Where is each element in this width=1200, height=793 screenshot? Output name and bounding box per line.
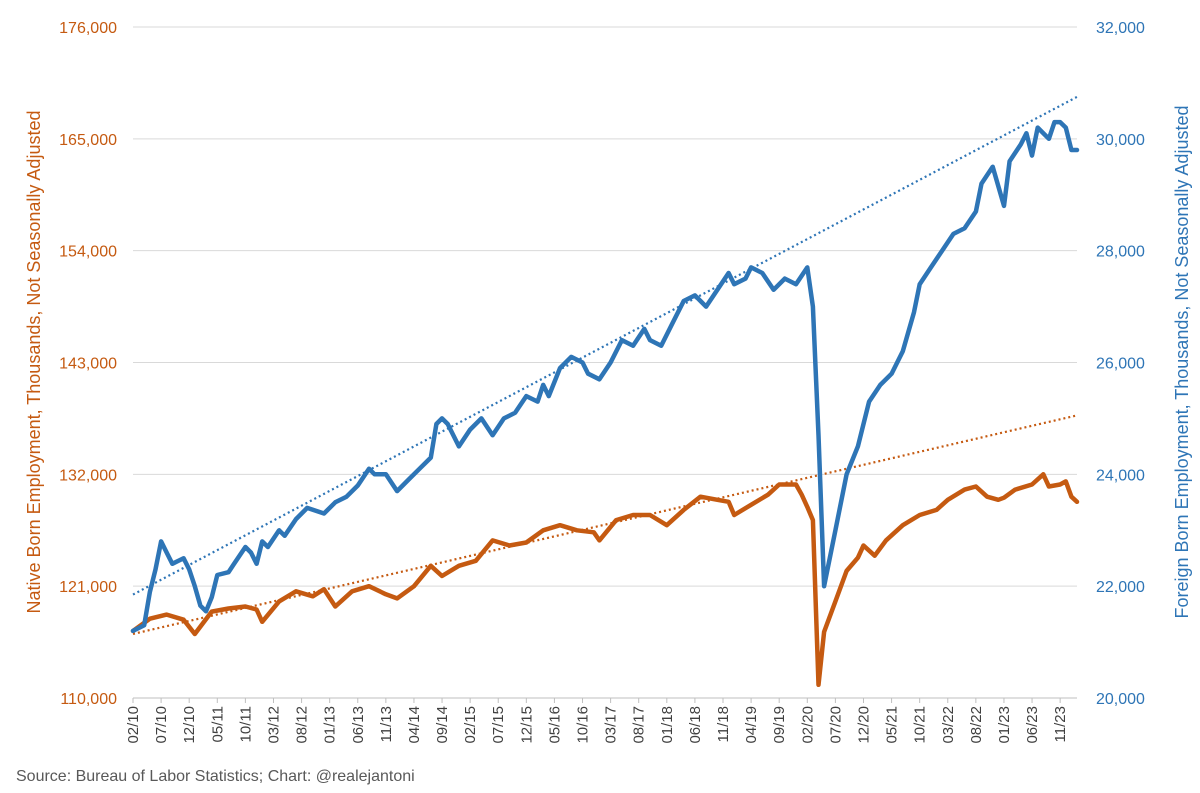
left-axis-label: Native Born Employment, Thousands, Not S… — [24, 111, 44, 614]
x-tick-label: 11/13 — [378, 706, 395, 742]
x-tick-label: 09/14 — [434, 706, 451, 744]
x-tick-label: 07/20 — [827, 706, 844, 744]
x-tick-label: 08/22 — [968, 706, 985, 744]
right-axis-label: Foreign Born Employment, Thousands, Not … — [1172, 106, 1192, 619]
left-tick-label: 176,000 — [59, 20, 117, 37]
trendline — [132, 414, 1078, 636]
trendlines — [132, 95, 1078, 636]
right-axis-ticks: 20,000 22,000 24,000 26,000 28,000 30,000 32,0… — [1096, 20, 1145, 708]
series-lines — [130, 119, 1080, 688]
x-tick-label: 01/23 — [996, 706, 1013, 744]
left-tick-label: 121,000 — [59, 579, 117, 596]
x-tick-label: 03/22 — [940, 706, 957, 744]
x-tick-label: 01/18 — [659, 706, 676, 744]
left-axis-ticks: 110,000 121,000 132,000 143,000 154,000 165,0… — [59, 20, 117, 708]
x-tick-label: 02/10 — [125, 706, 142, 744]
x-tick-label: 05/21 — [884, 706, 901, 744]
x-tick-label: 05/16 — [546, 706, 563, 744]
x-tick-label: 06/23 — [1024, 706, 1041, 744]
x-tick-label: 12/15 — [518, 706, 535, 744]
native-born-line — [130, 472, 1080, 688]
x-tick-label: 08/12 — [294, 706, 311, 744]
right-tick-label: 32,000 — [1096, 20, 1145, 37]
x-tick-label: 02/20 — [799, 706, 816, 744]
x-axis-ticks: 02/10 07/10 12/10 05/11 10/11 03/12 08/12 01/13… — [125, 698, 1069, 744]
x-tick-label: 07/10 — [153, 706, 170, 744]
x-tick-label: 06/13 — [350, 706, 367, 744]
trendline — [132, 95, 1078, 596]
x-tick-label: 06/18 — [687, 706, 704, 744]
x-tick-label: 07/15 — [490, 706, 507, 744]
x-tick-label: 04/14 — [406, 706, 423, 744]
foreign-born-line — [130, 119, 1080, 634]
right-tick-label: 24,000 — [1096, 467, 1145, 484]
x-tick-label: 11/18 — [715, 706, 732, 742]
left-tick-label: 132,000 — [59, 467, 117, 484]
x-tick-label: 10/16 — [575, 706, 592, 744]
x-tick-label: 03/12 — [265, 706, 282, 744]
right-tick-label: 28,000 — [1096, 244, 1145, 261]
x-tick-label: 12/10 — [181, 706, 198, 744]
x-tick-label: 02/15 — [462, 706, 479, 744]
left-tick-label: 154,000 — [59, 244, 117, 261]
source-note: Source: Bureau of Labor Statistics; Char… — [16, 768, 415, 785]
x-tick-label: 03/17 — [603, 706, 620, 744]
x-tick-label: 12/20 — [855, 706, 872, 744]
x-tick-label: 09/19 — [771, 706, 788, 744]
x-tick-label: 08/17 — [631, 706, 648, 744]
gridlines — [133, 26, 1077, 699]
x-tick-label: 04/19 — [743, 706, 760, 744]
x-tick-label: 05/11 — [209, 706, 226, 742]
right-tick-label: 20,000 — [1096, 691, 1145, 708]
left-tick-label: 143,000 — [59, 356, 117, 373]
right-tick-label: 30,000 — [1096, 132, 1145, 149]
x-tick-label: 10/11 — [237, 706, 254, 742]
left-tick-label: 165,000 — [59, 132, 117, 149]
x-tick-label: 01/13 — [322, 706, 339, 744]
right-tick-label: 26,000 — [1096, 356, 1145, 373]
x-tick-label: 11/23 — [1052, 706, 1069, 742]
right-tick-label: 22,000 — [1096, 579, 1145, 596]
left-tick-label: 110,000 — [60, 691, 117, 708]
x-tick-label: 10/21 — [912, 706, 929, 744]
